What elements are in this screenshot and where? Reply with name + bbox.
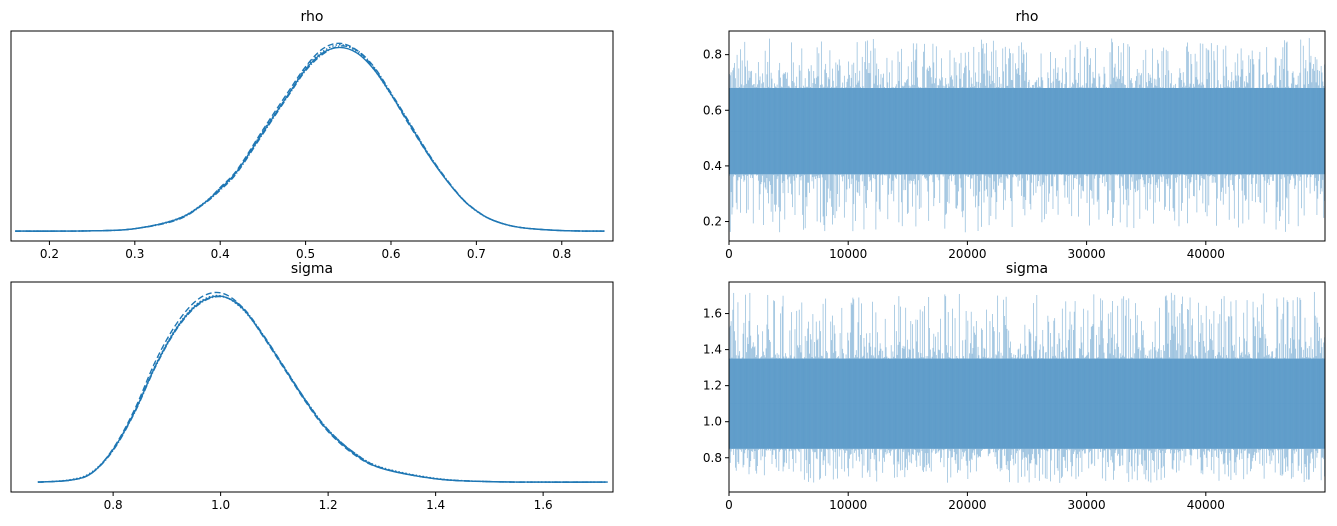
sigma-d-xtick-label: 1.6 [534,498,553,512]
rho-trace-panel: rho 0 10000 20000 30000 40000 0.2 0.4 0.6 0.8 [703,9,1326,261]
sigma-d-xtick-label: 1.0 [211,498,230,512]
rho-d-xtick-label: 0.6 [381,247,400,261]
sigma-d-xtick-label: 1.4 [426,498,445,512]
rho-density-xticks: 0.2 0.3 0.4 0.5 0.6 0.7 0.8 [40,241,571,261]
rho-trace-frame [728,30,1326,242]
sigma-density-panel: sigma 0.8 1.0 1.2 1.4 1.6 [10,261,614,512]
rho-d-xtick-label: 0.7 [467,247,486,261]
sigma-t-xtick-label: 40000 [1187,498,1225,512]
rho-t-xtick-label: 20000 [948,247,986,261]
sigma-density-title: sigma [291,261,333,277]
sigma-d-xtick-label: 1.2 [319,498,338,512]
rho-t-xtick-label: 40000 [1187,247,1225,261]
rho-t-ytick-label: 0.4 [703,159,722,173]
sigma-t-xtick-label: 0 [725,498,733,512]
sigma-t-ytick-label: 0.8 [703,451,722,465]
rho-d-curve-solid [15,46,605,232]
rho-trace-band [729,38,1325,233]
rho-t-ytick-label: 0.2 [703,215,722,229]
rho-trace-yticks: 0.2 0.4 0.6 0.8 [703,48,729,229]
rho-density-title: rho [301,9,324,25]
sigma-t-xtick-label: 30000 [1068,498,1106,512]
sigma-trace-band [729,291,1325,483]
rho-d-curve-dashdot [15,45,605,232]
sigma-t-xtick-label: 10000 [829,498,867,512]
sigma-t-ytick-label: 1.6 [703,307,722,321]
rho-d-xtick-label: 0.5 [296,247,315,261]
sigma-trace-title: sigma [1006,261,1048,277]
sigma-t-xtick-label: 20000 [948,498,986,512]
rho-trace-title: rho [1016,9,1039,25]
rho-t-ytick-label: 0.8 [703,48,722,62]
sigma-trace-frame [728,281,1326,493]
sigma-d-curve-dotted [37,294,608,483]
rho-t-xtick-label: 0 [725,247,733,261]
rho-d-curve-dotted [15,44,605,232]
sigma-d-curve-dashdot [37,295,608,483]
sigma-t-ytick-label: 1.2 [703,379,722,393]
rho-t-ytick-label: 0.6 [703,103,722,117]
rho-density-frame [10,30,614,242]
sigma-trace-xticks: 0 10000 20000 30000 40000 [725,492,1225,512]
sigma-t-ytick-label: 1.0 [703,415,722,429]
rho-density-lines [15,42,605,232]
sigma-density-frame [10,281,614,493]
rho-d-xtick-label: 0.4 [211,247,230,261]
sigma-trace-yticks: 0.8 1.0 1.2 1.4 1.6 [703,307,729,465]
sigma-t-ytick-label: 1.4 [703,343,722,357]
sigma-d-curve-solid [37,295,608,483]
rho-t-xtick-label: 30000 [1068,247,1106,261]
sigma-t-trace-band-fill [729,358,1325,449]
sigma-d-curve-dashed [37,291,608,483]
rho-density-panel: rho 0.2 0.3 0.4 0.5 0.6 0.7 0.8 [10,9,614,261]
rho-d-curve-dashed [15,42,605,232]
sigma-density-lines [37,291,608,483]
rho-t-trace-band-fill [729,88,1325,175]
rho-t-xtick-label: 10000 [829,247,867,261]
sigma-d-xtick-label: 0.8 [104,498,123,512]
sigma-trace-panel: sigma 0 10000 20000 30000 40000 0.8 1.0 1.2 1.4… [703,261,1326,512]
rho-d-xtick-label: 0.3 [125,247,144,261]
sigma-density-xticks: 0.8 1.0 1.2 1.4 1.6 [104,492,553,512]
rho-trace-xticks: 0 10000 20000 30000 40000 [725,241,1225,261]
rho-d-xtick-label: 0.2 [40,247,59,261]
rho-d-xtick-label: 0.8 [552,247,571,261]
